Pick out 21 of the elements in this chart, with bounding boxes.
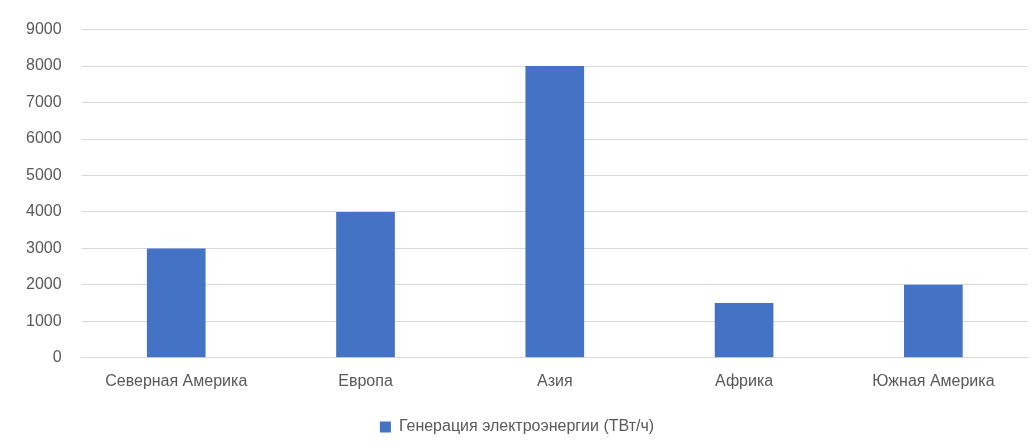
y-tick-label: 3000 — [26, 238, 62, 256]
bar — [336, 211, 395, 358]
x-tick-label: Африка — [715, 371, 774, 389]
y-tick-label: 7000 — [26, 92, 62, 110]
bar — [146, 248, 206, 358]
x-tick-label: Северная Америка — [105, 371, 248, 389]
x-tick-label: Южная Америка — [872, 371, 995, 389]
bar — [904, 284, 963, 358]
x-tick-label: Азия — [536, 371, 573, 389]
y-tick-label: 0 — [52, 348, 62, 366]
bar — [714, 303, 774, 358]
y-tick-label: 5000 — [26, 165, 62, 183]
y-tick-label: 1000 — [26, 311, 62, 329]
y-tick-label: 6000 — [26, 129, 62, 147]
bar — [525, 66, 585, 358]
y-tick-label: 4000 — [26, 202, 62, 220]
y-tick-label: 2000 — [26, 275, 62, 293]
x-tick-label: Европа — [338, 371, 393, 389]
legend-label: Генерация электроэнергии (ТВт/ч) — [398, 417, 655, 435]
y-tick-label: 9000 — [26, 20, 62, 38]
y-tick-label: 8000 — [26, 56, 62, 74]
